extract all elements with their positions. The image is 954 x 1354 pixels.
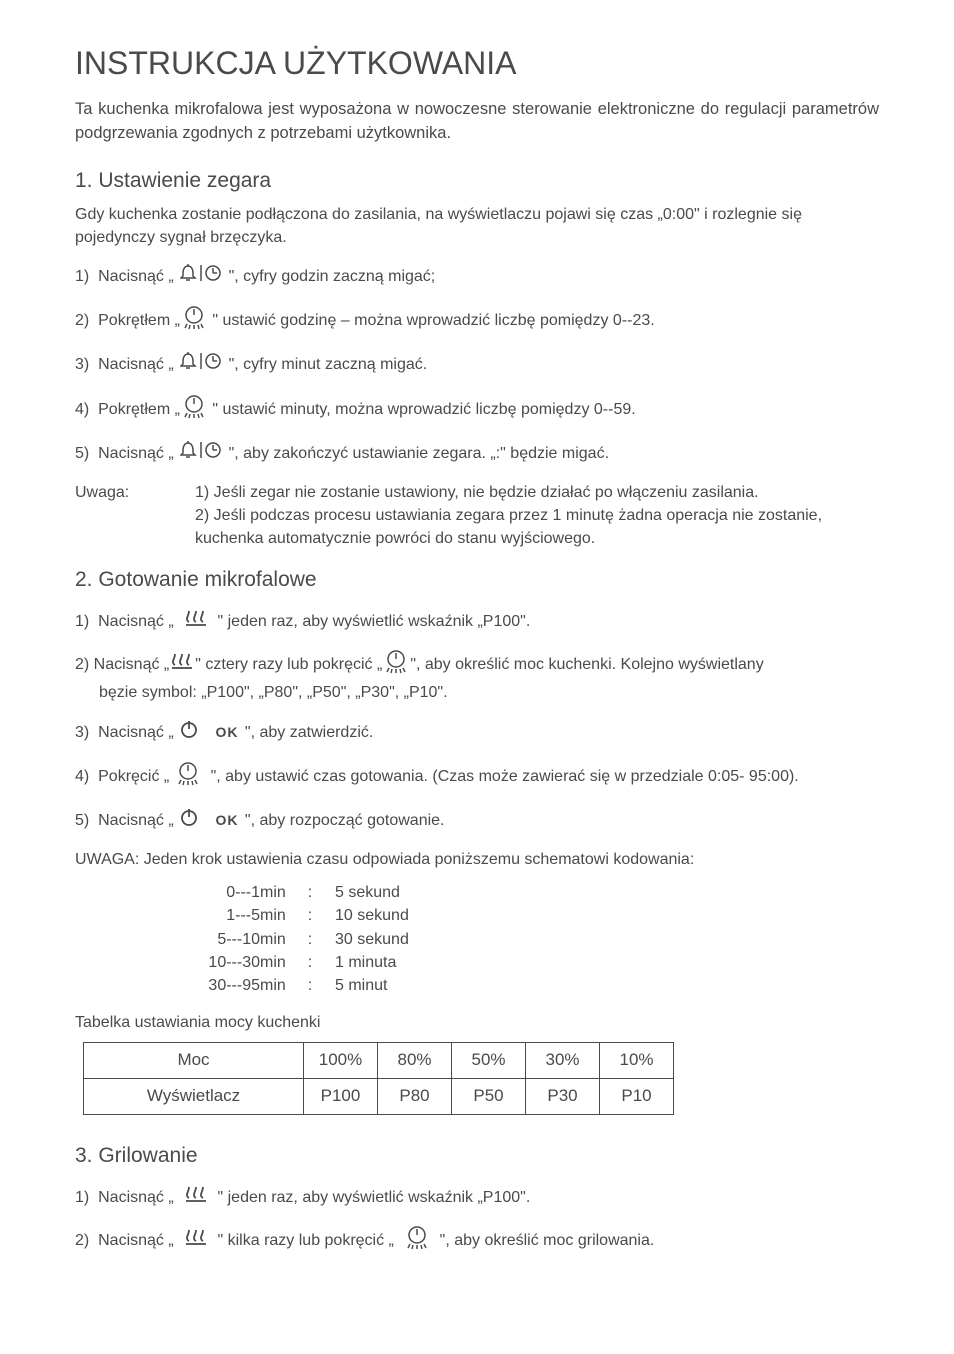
dial-icon [384, 648, 408, 681]
note-body: 1) Jeśli zegar nie zostanie ustawiony, n… [195, 481, 879, 551]
schema-row: 10---30 min:1 minuta [75, 951, 879, 974]
schema-row: 30---95 min:5 minut [75, 974, 879, 997]
bell-clock-icon [180, 263, 222, 290]
s1-step-2: 2) Pokrętłem „ " ustawić godzinę – można… [75, 304, 879, 337]
microwave-icon [185, 1228, 207, 1253]
table-cell: P50 [452, 1079, 526, 1115]
schema-row: 1---5 min:10 sekund [75, 904, 879, 927]
s2-step-1: 1) Nacisnąć „ " jeden raz, aby wyświetli… [75, 609, 879, 634]
table-cell: Moc [84, 1043, 304, 1079]
table-cell: P100 [304, 1079, 378, 1115]
schema-row: 0---1 min:5 sekund [75, 881, 879, 904]
s1-step-4: 4) Pokrętłem „ " ustawić minuty, można w… [75, 393, 879, 426]
table-cell: P10 [600, 1079, 674, 1115]
dial-icon [176, 760, 200, 793]
s1-step-1: 1) Nacisnąć „ ", cyfry godzin zaczną mig… [75, 263, 879, 290]
schema-intro: UWAGA: Jeden krok ustawienia czasu odpow… [75, 848, 879, 871]
intro-text: Ta kuchenka mikrofalowa jest wyposażona … [75, 98, 879, 146]
microwave-icon [185, 1185, 207, 1210]
table-row: Wyświetlacz P100 P80 P50 P30 P10 [84, 1079, 674, 1115]
s3-step-2: 2) Nacisnąć „ " kilka razy lub pokręcić … [75, 1224, 879, 1257]
power-table: Moc 100% 80% 50% 30% 10% Wyświetlacz P10… [83, 1042, 674, 1114]
section-3-heading: 3. Grilowanie [75, 1141, 879, 1171]
bell-clock-icon [180, 351, 222, 378]
table-cell: 30% [526, 1043, 600, 1079]
table-cell: Wyświetlacz [84, 1079, 304, 1115]
schema-table: 0---1 min:5 sekund1---5 min:10 sekund5--… [75, 881, 879, 997]
ok-icon: OK [215, 722, 238, 742]
s2-step-3: 3) Nacisnąć „ OK ", aby zatwierdzić. [75, 719, 879, 746]
dial-icon [405, 1224, 429, 1257]
ok-icon: OK [215, 810, 238, 830]
s3-step-1: 1) Nacisnąć „ " jeden raz, aby wyświetli… [75, 1185, 879, 1210]
table-cell: 80% [378, 1043, 452, 1079]
section-1-heading: 1. Ustawienie zegara [75, 166, 879, 196]
s2-step-5: 5) Nacisnąć „ OK ", aby rozpocząć gotowa… [75, 807, 879, 834]
s1-step-3: 3) Nacisnąć „ ", cyfry minut zaczną miga… [75, 351, 879, 378]
microwave-icon [185, 609, 207, 634]
table-cell: 10% [600, 1043, 674, 1079]
page-title: INSTRUKCJA UŻYTKOWANIA [75, 40, 879, 86]
table-cell: 100% [304, 1043, 378, 1079]
power-icon [180, 719, 198, 746]
table-caption: Tabelka ustawiania mocy kuchenki [75, 1011, 879, 1034]
table-cell: P30 [526, 1079, 600, 1115]
table-cell: 50% [452, 1043, 526, 1079]
dial-icon [182, 304, 206, 337]
s1-note: Uwaga: 1) Jeśli zegar nie zostanie ustaw… [75, 481, 879, 551]
section-2-heading: 2. Gotowanie mikrofalowe [75, 565, 879, 595]
microwave-icon [171, 652, 193, 677]
dial-icon [182, 393, 206, 426]
s2-step-2: 2) Nacisnąć „ " cztery razy lub pokręcić… [75, 648, 879, 704]
section-1-intro: Gdy kuchenka zostanie podłączona do zasi… [75, 203, 879, 249]
note-label: Uwaga: [75, 481, 195, 551]
table-cell: P80 [378, 1079, 452, 1115]
table-row: Moc 100% 80% 50% 30% 10% [84, 1043, 674, 1079]
bell-clock-icon [180, 440, 222, 467]
s1-step-5: 5) Nacisnąć „ ", aby zakończyć ustawiani… [75, 440, 879, 467]
schema-row: 5---10 min:30 sekund [75, 928, 879, 951]
s2-step-4: 4) Pokręcić „ ", aby ustawić czas gotowa… [75, 760, 879, 793]
power-icon [180, 807, 198, 834]
